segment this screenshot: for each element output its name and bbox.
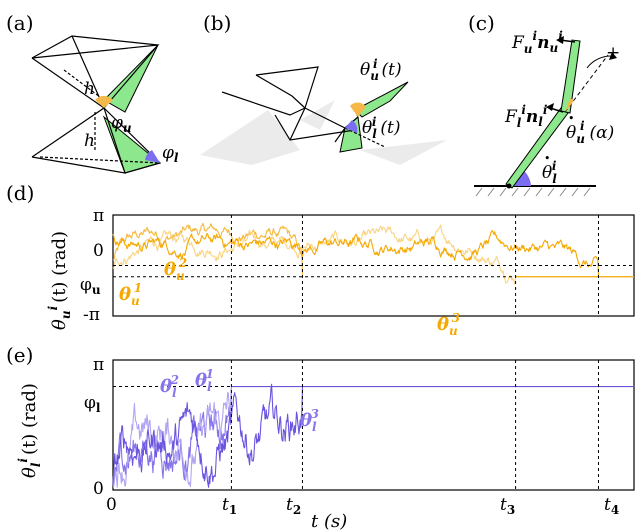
series-line-theta-u-3: [112, 230, 600, 277]
series-line-theta-u-2: [112, 224, 517, 285]
diagram-a: h h φu φl: [31, 35, 179, 174]
series-label-theta-l-2: θl2: [160, 373, 179, 400]
e-ylabel: θli(t) (rad): [16, 383, 43, 478]
lower-joint: [506, 183, 512, 189]
force-l-head: [546, 103, 554, 111]
dot-dtheta-l: •: [544, 152, 551, 165]
shadow-left: [200, 110, 300, 165]
series-label-theta-l-1: θl1: [195, 367, 214, 394]
extension-line: [564, 54, 609, 113]
panel-label-d: (d): [6, 181, 34, 205]
e-tick-phi-l: φl: [84, 393, 101, 415]
panel-label-c: (c): [468, 11, 495, 35]
e-tick-pi: π: [93, 355, 104, 375]
ground-hatch: [475, 187, 591, 197]
plus-arc: [586, 55, 613, 69]
series-label-theta-u-3: θu3: [437, 311, 460, 338]
theta-l-arc: [345, 120, 358, 133]
chart-e-series-group: [112, 383, 304, 489]
series-line-theta-l-2: [112, 386, 232, 489]
plus-arc-head: [609, 52, 617, 60]
label-phi-l: φl: [162, 143, 179, 165]
label-dtheta-u: θui (α): [566, 119, 614, 146]
x-tick-t2: t2: [286, 495, 301, 517]
wing-b-upper: [354, 81, 409, 118]
diagram-c: + Fuinui Flinli θui (α) • θli •: [474, 29, 620, 197]
series-line-theta-u-1: [112, 222, 304, 277]
dot-dtheta-u: •: [568, 112, 575, 125]
label-h-upper: h: [84, 79, 95, 99]
d-ylabel: θui(t) (rad): [46, 231, 73, 330]
shadow-right: [360, 140, 447, 165]
series-line-theta-l-3: [112, 383, 304, 488]
label-dtheta-l: θli: [542, 159, 557, 186]
d-tick-0: 0: [93, 241, 104, 261]
phi-u-arc: [95, 95, 113, 108]
force-u-head: [556, 36, 564, 44]
e-tick-0: 0: [93, 479, 104, 499]
label-force-l: Flinli: [504, 103, 548, 130]
upper-wing-green: [103, 44, 159, 113]
chart-e-frame: [112, 359, 635, 491]
label-theta-u-t: θui (t): [360, 57, 402, 83]
label-h-lower: h: [84, 131, 95, 151]
label-theta-l-t: θli (t): [362, 115, 400, 141]
label-force-u: Fuinui: [511, 29, 563, 56]
d-tick-minus-pi: -π: [83, 305, 100, 325]
series-label-theta-l-3: θl3: [300, 407, 319, 434]
series-label-theta-u-2: θu2: [164, 256, 187, 283]
panel-label-e: (e): [6, 343, 33, 367]
x-tick-t3: t3: [500, 495, 515, 517]
series-labels: θu1 θu2 θu3 θl1 θl2 θl3: [119, 256, 460, 434]
phi-l-arc: [145, 150, 160, 163]
x-tick-t4: t4: [604, 495, 619, 517]
chart-e: π φl 0 θli(t) (rad) 0 t1 t2 t3 t4 t (s): [16, 355, 635, 531]
x-axis-label: t (s): [311, 511, 347, 531]
diagram-b: θui (t) θli (t): [200, 57, 447, 165]
x-tick-t1: t1: [222, 495, 237, 517]
label-phi-u: φu: [111, 113, 132, 135]
upper-segment: [560, 39, 581, 114]
chart-d: π 0 φu -π θui(t) (rad): [46, 206, 635, 330]
chart-e-guides: [113, 360, 634, 490]
series-label-theta-u-1: θu1: [119, 281, 142, 308]
panel-label-a: (a): [6, 11, 34, 35]
shadow-mid: [300, 100, 335, 130]
chart-d-guides: [113, 215, 634, 316]
d-tick-pi: π: [93, 206, 104, 226]
d-tick-phi-u: φu: [80, 275, 101, 297]
series-line-theta-l-1: [112, 386, 232, 481]
x-tick-0: 0: [106, 495, 117, 515]
diagram-b-lines: [221, 66, 386, 148]
panel-label-b: (b): [203, 11, 231, 35]
dtheta-u-arc: [565, 98, 574, 112]
chart-d-series-group: [112, 222, 600, 285]
theta-u-arc: [350, 102, 366, 117]
label-plus: +: [606, 43, 620, 63]
